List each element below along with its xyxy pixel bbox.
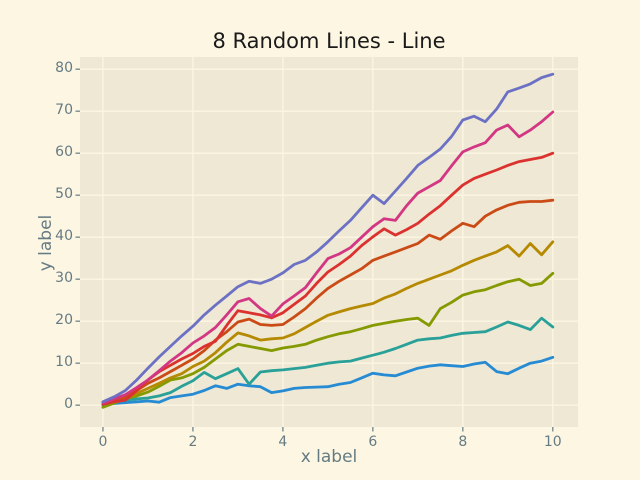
y-tick-label: 70 xyxy=(55,102,73,119)
x-tick-label: 8 xyxy=(458,434,468,450)
y-tick-label: 10 xyxy=(55,354,73,371)
x-tick-label: 2 xyxy=(188,434,198,450)
y-tick-label: 30 xyxy=(55,270,73,287)
line-series-4 xyxy=(101,240,555,405)
x-tick-label: 4 xyxy=(278,434,288,450)
y-tick-label: 80 xyxy=(55,60,73,77)
line-series-3 xyxy=(101,271,555,409)
line-series-5 xyxy=(101,198,555,405)
y-tick-label: 40 xyxy=(55,228,73,245)
x-axis-label: x label xyxy=(300,447,358,467)
x-tick-label: 0 xyxy=(98,434,108,450)
line-series-7 xyxy=(101,110,555,405)
y-tick-label: 60 xyxy=(55,144,73,161)
y-tick-label: 20 xyxy=(55,312,73,329)
line-series-1 xyxy=(101,355,555,406)
line-series-8 xyxy=(101,72,555,404)
x-tick-label: 10 xyxy=(543,434,562,450)
chart-title: 8 Random Lines - Line xyxy=(212,29,446,53)
y-tick-label: 50 xyxy=(55,186,73,203)
x-tick-label: 6 xyxy=(368,434,378,450)
line-series-2 xyxy=(101,316,555,407)
line-series-6 xyxy=(101,151,555,406)
y-tick-label: 0 xyxy=(64,396,73,413)
